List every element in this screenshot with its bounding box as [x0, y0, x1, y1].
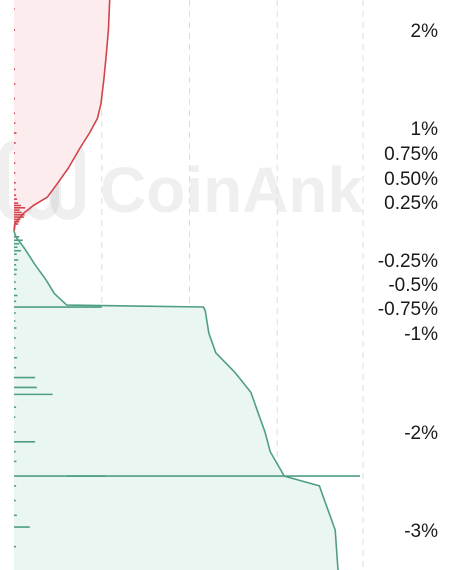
y-tick-label: -0.25%: [378, 251, 438, 272]
bid-depth-area: [14, 231, 338, 570]
y-tick-label: 0.75%: [384, 144, 438, 165]
y-tick-label: 2%: [411, 21, 439, 42]
ask-depth-line: [13, 0, 111, 232]
ask-depth-area: [14, 0, 110, 231]
y-tick-label: -3%: [404, 521, 438, 542]
y-tick-label: -0.5%: [388, 275, 438, 296]
watermark-text: CoinAnk: [100, 154, 364, 226]
coinank-watermark: CoinAnk: [0, 140, 364, 226]
y-tick-label: 1%: [411, 119, 439, 140]
y-tick-label: 0.25%: [384, 193, 438, 214]
bid-depth-line: [13, 230, 339, 570]
y-tick-label: 0.50%: [384, 169, 438, 190]
y-axis-tick-labels: 2% 1% 0.75% 0.50% 0.25% -0.25% -0.5% -0.75% -1% -…: [378, 21, 438, 542]
y-tick-label: -0.75%: [378, 299, 438, 320]
depth-lines: [13, 0, 360, 570]
y-tick-label: -1%: [404, 324, 438, 345]
y-tick-label: -2%: [404, 423, 438, 444]
depth-areas: [14, 0, 338, 570]
